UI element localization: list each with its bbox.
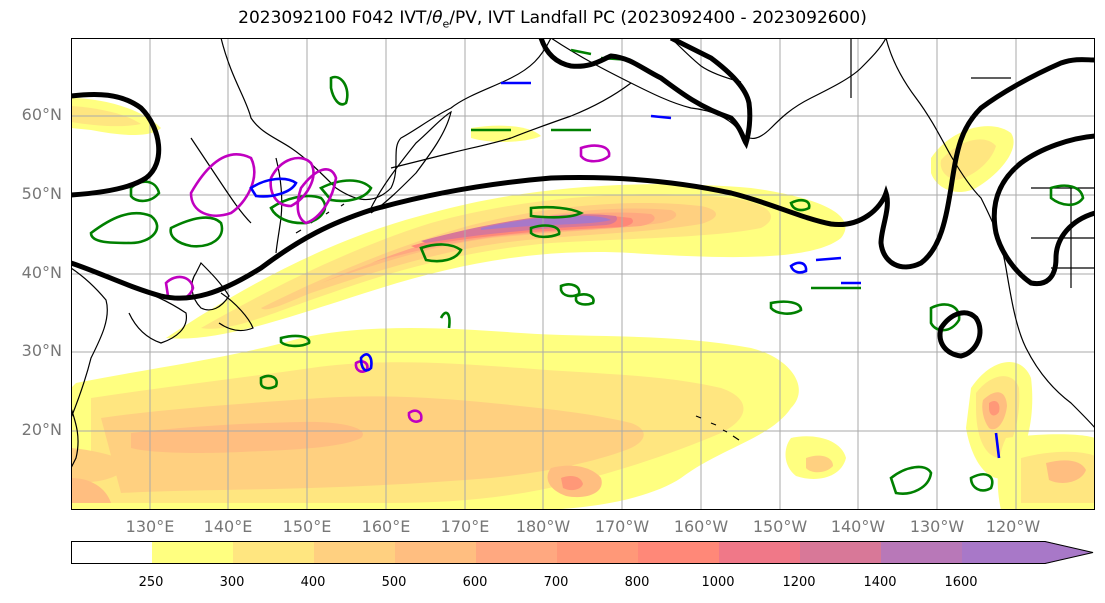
map-title: 2023092100 F042 IVT/θe/PV, IVT Landfall … [238,8,867,31]
colorbar-swatch-8 [719,541,801,564]
colorbar-tick-700: 700 [543,575,569,590]
lat-label-20n: 20°N [21,420,62,439]
lon-label-160w: 160°W [673,517,729,536]
colorbar-swatch-0 [71,541,153,564]
lon-label-120w: 120°W [985,517,1041,536]
lon-label-150w: 150°W [752,517,808,536]
colorbar-tick-1400: 1400 [863,575,897,590]
lat-label-30n: 30°N [21,341,62,360]
colorbar-tick-800: 800 [624,575,650,590]
lon-label-180w: 180°W [515,517,571,536]
map-frame [71,38,1095,510]
colorbar-tick-250: 250 [138,575,164,590]
graticule [71,38,1095,510]
colorbar-swatch-7 [638,541,720,564]
colorbar-tick-300: 300 [219,575,245,590]
lat-label-60n: 60°N [21,105,62,124]
colorbar-tick-1200: 1200 [782,575,816,590]
ivt-shading [71,98,1095,510]
colorbar-tick-400: 400 [300,575,326,590]
colorbar-swatch-10 [881,541,963,564]
colorbar-swatch-4 [395,541,477,564]
colorbar-tick-1600: 1600 [944,575,978,590]
lon-label-130w: 130°W [909,517,965,536]
map-panel [71,38,1095,510]
colorbar-tick-500: 500 [381,575,407,590]
colorbar-swatch-9 [800,541,882,564]
lon-label-130e: 130°E [125,517,175,536]
colorbar-tick-600: 600 [462,575,488,590]
lon-label-170w: 170°W [594,517,650,536]
colorbar-swatch-11 [962,541,1046,564]
coastlines [71,38,1095,469]
pv-contours [71,38,1095,359]
colorbar-tick-1000: 1000 [701,575,735,590]
colorbar-swatch-6 [557,541,639,564]
lon-label-160e: 160°E [361,517,411,536]
colorbar-swatch-5 [476,541,558,564]
colorbar-swatch-3 [314,541,396,564]
ivt-colorbar [71,541,1101,573]
lat-label-40n: 40°N [21,263,62,282]
lon-label-150e: 150°E [282,517,332,536]
lon-label-170e: 170°E [440,517,490,536]
lon-label-140w: 140°W [830,517,886,536]
colorbar-outline [71,541,1094,564]
lon-label-140e: 140°E [203,517,253,536]
colorbar-swatch-1 [152,541,234,564]
colorbar-swatch-2 [233,541,315,564]
map-canvas [71,38,1095,510]
lat-label-50n: 50°N [21,184,62,203]
blue-contours [249,81,1001,459]
colorbar-graphic [71,541,1094,564]
colorbar-extend-arrow [1045,541,1093,564]
